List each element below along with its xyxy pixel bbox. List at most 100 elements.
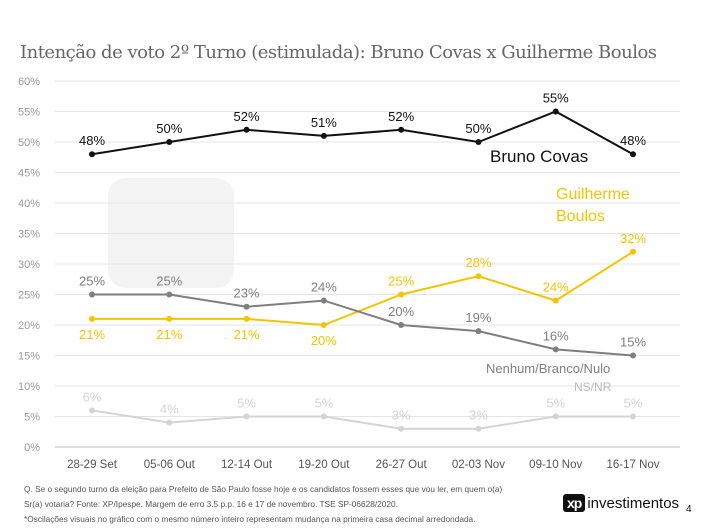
x-tick-label: 05-06 Out (144, 459, 196, 471)
data-label: 20% (388, 304, 414, 319)
data-point (89, 151, 95, 158)
data-point (166, 419, 173, 426)
y-tick-label: 40% (18, 198, 40, 210)
footnote-oscillation: *Oscilações visuais no gráfico com o mes… (24, 514, 476, 524)
y-tick-label: 5% (24, 412, 40, 424)
data-label: 5% (624, 396, 643, 411)
data-label: 52% (234, 109, 260, 124)
y-tick-label: 30% (18, 259, 40, 271)
data-point (243, 126, 250, 133)
y-tick-label: 15% (18, 351, 40, 363)
data-point (89, 315, 95, 322)
series-name-label: Bruno Covas (490, 147, 588, 166)
data-point (243, 413, 250, 420)
data-point (552, 297, 559, 304)
y-tick-label: 0% (24, 442, 40, 454)
y-tick-label: 35% (18, 229, 40, 241)
footnote-source: Sr(a) votaria? Fonte: XP/Ipespe. Margem … (24, 499, 398, 509)
data-point (89, 291, 95, 298)
chart-title: Intenção de voto 2º Turno (estimulada): … (20, 42, 657, 63)
series-name-label: Nenhum/Branco/Nulo (486, 361, 610, 376)
data-point (166, 139, 173, 145)
data-label: 5% (546, 396, 565, 411)
data-point (243, 303, 250, 310)
data-label: 21% (79, 327, 105, 342)
data-label: 48% (79, 133, 105, 148)
data-point (166, 315, 173, 322)
x-tick-label: 26-27 Out (376, 459, 428, 471)
data-point (630, 413, 636, 420)
series-line-0 (91, 110, 634, 156)
data-label: 50% (465, 121, 491, 136)
data-label: 21% (234, 327, 260, 342)
data-label: 16% (543, 328, 569, 343)
footnote-question: Q. Se o segundo turno da eleição para Pr… (24, 484, 503, 494)
data-point (320, 297, 327, 304)
logo-text: investimentos (587, 494, 680, 512)
data-label: 24% (543, 280, 569, 295)
data-label: 15% (620, 335, 646, 350)
data-label: 50% (156, 121, 182, 136)
series-line-2 (92, 293, 634, 357)
data-point (243, 315, 250, 322)
data-label: 6% (83, 389, 102, 404)
series-name-label: Guilherme (556, 186, 630, 203)
series-name-label: Boulos (556, 208, 605, 225)
data-point (475, 139, 482, 145)
data-point (320, 413, 327, 420)
data-label: 20% (311, 333, 337, 348)
x-tick-label: 19-20 Out (298, 459, 350, 471)
x-tick-label: 12-14 Out (221, 459, 273, 471)
data-label: 28% (465, 255, 491, 270)
y-tick-label: 60% (18, 76, 40, 88)
data-point (320, 322, 327, 328)
data-point (630, 352, 636, 359)
data-label: 3% (392, 408, 411, 423)
y-tick-label: 50% (18, 137, 40, 149)
x-tick-label: 02-03 Nov (452, 459, 505, 471)
data-point (552, 108, 559, 115)
data-label: 32% (620, 231, 646, 246)
data-point (630, 151, 636, 158)
data-point (630, 248, 636, 255)
logo-mark: xp (563, 494, 586, 512)
xp-logo: xp investimentos (563, 494, 679, 512)
y-tick-label: 55% (18, 107, 40, 119)
x-tick-label: 09-10 Nov (529, 459, 582, 471)
data-point (475, 328, 482, 335)
data-label: 51% (311, 115, 337, 130)
data-label: 48% (620, 133, 646, 148)
data-label: 21% (156, 327, 182, 342)
data-label: 5% (314, 396, 333, 411)
data-point (552, 413, 559, 420)
y-tick-label: 45% (18, 168, 40, 180)
data-point (89, 407, 95, 414)
data-label: 24% (311, 280, 337, 295)
y-tick-label: 25% (18, 290, 40, 302)
data-point (398, 425, 405, 432)
page-number: 4 (686, 504, 692, 515)
series-name-label: NS/NR (574, 380, 612, 394)
y-tick-label: 10% (18, 381, 40, 393)
data-label: 25% (79, 274, 105, 289)
data-point (166, 291, 173, 298)
data-point (475, 273, 482, 280)
data-label: 55% (543, 91, 569, 106)
data-point (398, 126, 405, 133)
x-tick-label: 28-29 Set (67, 459, 118, 471)
data-label: 25% (156, 274, 182, 289)
y-tick-label: 20% (18, 320, 40, 332)
x-tick-label: 16-17 Nov (606, 459, 659, 471)
series-line-3 (91, 409, 633, 430)
data-label: 3% (469, 408, 488, 423)
data-point (552, 346, 559, 353)
data-label: 5% (237, 396, 256, 411)
data-label: 4% (160, 402, 179, 417)
data-label: 23% (234, 286, 260, 301)
data-label: 19% (465, 310, 491, 325)
series-line-1 (92, 250, 634, 327)
line-chart: 0% 5% 10% 15% 20% 25% 30% 35% 40% 45% 50% 55% 60% 28-… (18, 76, 680, 471)
data-label: 52% (388, 109, 414, 124)
data-point (320, 132, 327, 139)
data-point (475, 425, 482, 432)
